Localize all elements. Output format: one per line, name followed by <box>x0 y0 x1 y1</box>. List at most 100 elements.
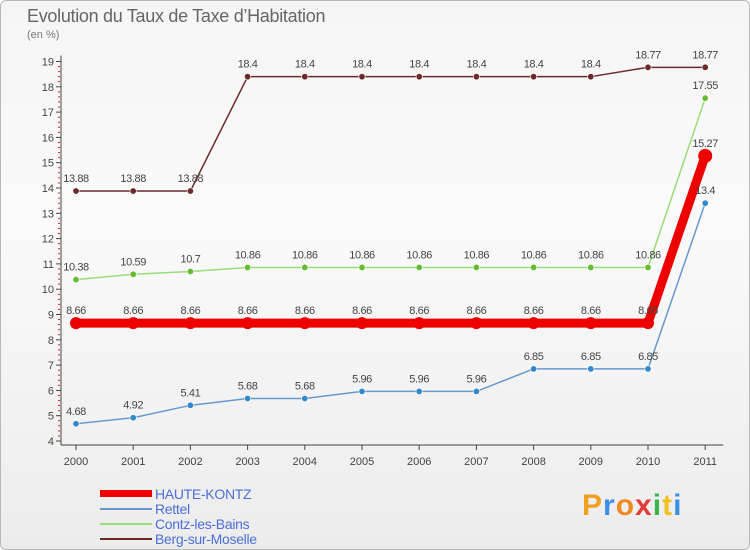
chart-subtitle: (en %) <box>27 29 60 41</box>
data-label-haute-kontz: 8.66 <box>180 305 200 317</box>
data-point-haute-kontz <box>70 317 82 330</box>
data-label-contz-les-bains: 10.86 <box>406 249 432 261</box>
data-label-berg-sur-moselle: 18.4 <box>581 59 601 71</box>
y-tick-label: 17 <box>42 107 54 119</box>
data-label-haute-kontz: 8.66 <box>581 305 601 317</box>
data-label-rettel: 5.96 <box>352 373 372 385</box>
data-label-rettel: 5.96 <box>466 373 486 385</box>
data-label-berg-sur-moselle: 18.4 <box>524 59 544 71</box>
data-label-rettel: 5.68 <box>295 380 315 392</box>
data-label-contz-les-bains: 10.38 <box>63 262 89 274</box>
y-tick-label: 19 <box>42 57 54 69</box>
data-label-berg-sur-moselle: 18.4 <box>352 59 372 71</box>
x-tick-label: 2009 <box>579 456 603 468</box>
data-label-haute-kontz: 8.66 <box>123 305 143 317</box>
data-label-rettel: 4.68 <box>66 406 86 418</box>
data-label-rettel: 5.68 <box>238 380 258 392</box>
legend-label-berg-sur-moselle: Berg-sur-Moselle <box>155 531 257 547</box>
data-label-haute-kontz: 8.66 <box>66 305 86 317</box>
legend-item-berg-sur-moselle: Berg-sur-Moselle <box>100 531 350 547</box>
data-label-berg-sur-moselle: 18.4 <box>238 59 258 71</box>
x-tick-label: 2003 <box>235 456 259 468</box>
data-point-contz-les-bains <box>186 267 194 275</box>
series-line-rettel <box>75 202 706 425</box>
y-tick-label: 13 <box>42 208 54 220</box>
y-tick-label: 8 <box>48 335 54 347</box>
data-point-berg-sur-moselle <box>186 187 194 195</box>
data-point-berg-sur-moselle <box>644 63 652 71</box>
data-label-contz-les-bains: 10.59 <box>120 256 146 268</box>
y-tick-label: 9 <box>48 310 54 322</box>
data-point-contz-les-bains <box>358 263 366 271</box>
data-point-contz-les-bains <box>587 263 595 271</box>
legend-label-rettel: Rettel <box>155 501 190 517</box>
data-point-berg-sur-moselle <box>301 73 309 81</box>
y-tick-label: 6 <box>48 385 54 397</box>
logo-letter: t <box>662 489 674 522</box>
data-label-contz-les-bains: 10.86 <box>578 249 604 261</box>
data-point-haute-kontz <box>698 148 713 163</box>
data-label-haute-kontz: 8.66 <box>238 305 258 317</box>
data-point-rettel <box>358 387 366 395</box>
data-point-berg-sur-moselle <box>358 73 366 81</box>
data-point-rettel <box>530 365 538 373</box>
data-point-berg-sur-moselle <box>530 73 538 81</box>
series-line-berg-sur-moselle <box>76 66 706 192</box>
data-point-rettel <box>644 365 652 373</box>
data-label-rettel: 5.41 <box>180 387 200 399</box>
data-point-haute-kontz <box>241 317 254 330</box>
y-tick-label: 14 <box>42 183 54 195</box>
data-point-contz-les-bains <box>415 263 423 271</box>
data-point-rettel <box>415 387 423 395</box>
legend-label-contz-les-bains: Contz-les-Bains <box>155 516 250 532</box>
legend-label-haute-kontz: HAUTE-KONTZ <box>155 486 252 502</box>
data-point-berg-sur-moselle <box>701 63 709 71</box>
data-label-berg-sur-moselle: 18.77 <box>635 49 661 61</box>
legend-item-contz-les-bains: Contz-les-Bains <box>100 516 350 532</box>
data-label-haute-kontz: 8.66 <box>524 305 544 317</box>
proxiti-logo: Proxiti <box>582 489 682 523</box>
x-tick-label: 2011 <box>693 456 717 468</box>
y-tick-label: 15 <box>42 158 54 170</box>
data-label-contz-les-bains: 10.86 <box>464 249 490 261</box>
data-point-contz-les-bains <box>530 263 538 271</box>
data-point-haute-kontz <box>356 317 368 330</box>
data-point-contz-les-bains <box>472 263 480 271</box>
data-label-berg-sur-moselle: 13.88 <box>63 173 89 185</box>
x-tick-label: 2007 <box>464 456 488 468</box>
data-label-contz-les-bains: 10.86 <box>635 249 661 261</box>
data-label-rettel: 4.92 <box>123 400 143 412</box>
data-point-rettel <box>186 401 194 409</box>
data-point-contz-les-bains <box>301 263 309 271</box>
data-point-haute-kontz <box>298 317 311 330</box>
data-point-berg-sur-moselle <box>587 73 595 81</box>
data-point-berg-sur-moselle <box>472 73 480 81</box>
legend-swatch-contz-les-bains <box>100 523 152 525</box>
data-label-berg-sur-moselle: 18.77 <box>692 49 718 61</box>
data-label-haute-kontz: 8.66 <box>409 305 429 317</box>
logo-letter: r <box>603 489 616 522</box>
data-point-rettel <box>472 387 480 395</box>
data-point-rettel <box>301 394 309 402</box>
series-line-haute-kontz <box>76 154 710 328</box>
y-tick-label: 16 <box>42 132 54 144</box>
data-point-contz-les-bains <box>129 270 137 278</box>
x-tick-label: 2004 <box>293 456 317 468</box>
data-point-berg-sur-moselle <box>244 73 252 81</box>
data-point-contz-les-bains <box>701 94 709 102</box>
legend-swatch-haute-kontz <box>100 490 152 497</box>
x-tick-label: 2000 <box>64 456 88 468</box>
data-label-rettel: 6.85 <box>638 351 658 363</box>
logo-letter: i <box>673 489 683 522</box>
data-point-haute-kontz <box>127 317 140 330</box>
data-point-rettel <box>72 420 80 428</box>
data-label-haute-kontz: 8.66 <box>295 305 315 317</box>
data-point-haute-kontz <box>584 317 597 330</box>
legend-item-haute-kontz: HAUTE-KONTZ <box>100 486 350 502</box>
data-point-rettel <box>701 199 709 207</box>
data-label-contz-les-bains: 10.86 <box>235 249 261 261</box>
y-tick-label: 18 <box>42 82 54 94</box>
y-tick-label: 12 <box>42 234 54 246</box>
data-point-rettel <box>244 394 252 402</box>
